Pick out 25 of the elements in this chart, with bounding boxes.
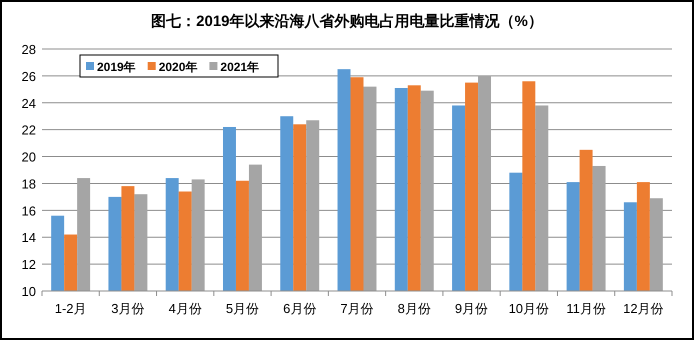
- x-tick-label: 4月份: [168, 301, 202, 316]
- y-tick-label: 16: [22, 203, 36, 218]
- x-tick-label: 8月份: [398, 301, 431, 316]
- legend-label: 2019年: [97, 60, 136, 74]
- x-tick-label: 11月份: [566, 301, 606, 316]
- y-tick-label: 28: [22, 42, 36, 57]
- y-tick-label: 22: [22, 122, 36, 138]
- chart-title: 图七：2019年以来沿海八省外购电占用电量比重情况（%）: [151, 13, 543, 30]
- x-tick-label: 6月份: [283, 301, 316, 316]
- x-tick-label: 7月份: [340, 301, 374, 316]
- x-tick-label: 12月份: [623, 301, 664, 316]
- x-tick-label: 9月份: [454, 301, 488, 316]
- legend-label: 2020年: [158, 60, 198, 74]
- y-tick-label: 26: [22, 68, 36, 84]
- y-tick-label: 18: [22, 176, 36, 192]
- legend-label: 2021年: [220, 60, 260, 74]
- y-tick-label: 10: [22, 284, 36, 299]
- x-tick-label: 5月份: [226, 301, 260, 316]
- y-tick-label: 14: [22, 230, 36, 246]
- x-tick-label: 3月份: [111, 301, 145, 316]
- y-tick-label: 20: [22, 150, 36, 165]
- y-tick-label: 24: [22, 96, 36, 111]
- y-tick-label: 12: [22, 257, 36, 272]
- x-tick-label: 10月份: [508, 301, 550, 316]
- x-tick-label: 1-2月: [54, 301, 87, 316]
